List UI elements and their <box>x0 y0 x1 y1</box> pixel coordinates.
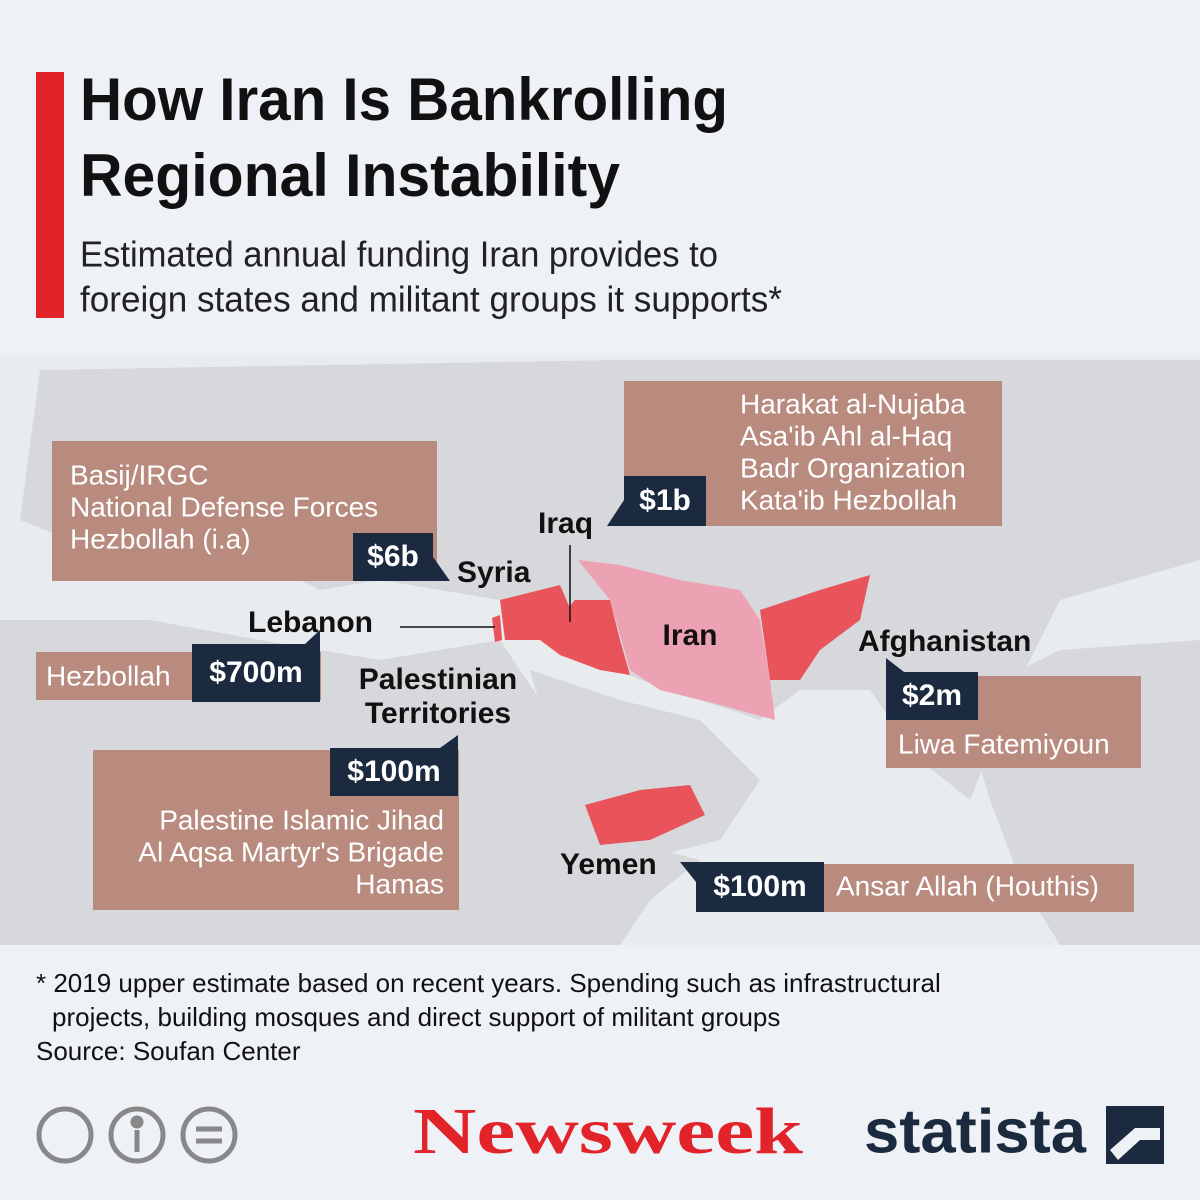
by-head <box>130 1115 144 1129</box>
group-name: Asa'ib Ahl al-Haq <box>740 420 952 451</box>
tag-pointer <box>433 557 450 581</box>
country-label-line: Palestinian <box>359 663 517 696</box>
amount: $100m <box>347 755 440 788</box>
amount: $700m <box>209 656 302 689</box>
country-label: Afghanistan <box>858 625 1031 658</box>
statista-swoosh <box>1110 1128 1160 1160</box>
title-line: Regional Instability <box>80 142 621 209</box>
title-line: How Iran Is Bankrolling <box>80 66 728 133</box>
footnote-line: projects, building mosques and direct su… <box>52 1002 780 1032</box>
country-label-line: Territories <box>365 697 511 730</box>
tag-pointer <box>440 735 458 748</box>
statista-icon <box>1106 1106 1164 1164</box>
group-name: Al Aqsa Martyr's Brigade <box>138 836 444 867</box>
accent-bar <box>36 72 64 318</box>
group-name: Harakat al-Nujaba <box>740 388 966 419</box>
tag-pointer <box>305 630 320 644</box>
group-name: Palestine Islamic Jihad <box>159 804 444 835</box>
country-iraq <box>540 600 630 675</box>
group-name: Ansar Allah (Houthis) <box>836 870 1099 901</box>
country-label: Iraq <box>538 507 593 540</box>
amount-tag <box>330 748 458 796</box>
group-name: Badr Organization <box>740 452 966 483</box>
tag-pointer <box>680 862 696 882</box>
country-label: Syria <box>457 556 531 589</box>
group-name: Liwa Fatemiyoun <box>898 728 1110 759</box>
amount: $100m <box>713 870 806 903</box>
amount-tag <box>886 672 978 720</box>
footnote-line: * 2019 upper estimate based on recent ye… <box>36 968 941 998</box>
license-icons <box>36 1106 238 1164</box>
source: Source: Soufan Center <box>36 1036 301 1066</box>
tag-pointer <box>886 658 904 672</box>
tag-pointer <box>607 500 624 526</box>
country-afghanistan <box>760 575 870 680</box>
amount: $1b <box>639 484 691 517</box>
group-name: Basij/IRGC <box>70 459 208 490</box>
amount-tag <box>353 533 433 581</box>
group-name: National Defense Forces <box>70 491 378 522</box>
country-label: Palestinian Territories <box>359 663 517 730</box>
nd-icon <box>180 1106 238 1164</box>
group-name: Kata'ib Hezbollah <box>740 484 957 515</box>
subtitle-line: Estimated annual funding Iran provides t… <box>80 234 718 275</box>
group-name: Hezbollah <box>46 660 171 691</box>
newsweek-logo: Newsweek <box>413 1095 803 1168</box>
amount-tag <box>624 476 706 526</box>
amount-tag <box>696 862 824 912</box>
country-label: Lebanon <box>248 606 373 639</box>
by-icon <box>108 1106 166 1164</box>
statista-logo: statista <box>864 1097 1087 1166</box>
country-label: Yemen <box>560 848 657 881</box>
subtitle-line: foreign states and militant groups it su… <box>80 279 782 320</box>
country-label: Iran <box>662 619 717 652</box>
country-lebanon <box>492 615 502 642</box>
country-yemen <box>585 785 705 845</box>
cc-icon <box>36 1106 94 1164</box>
country-iran <box>578 560 775 720</box>
amount-tag <box>192 644 320 702</box>
group-name: Hamas <box>355 868 444 899</box>
amount: $6b <box>367 540 419 573</box>
group-name: Hezbollah (i.a) <box>70 523 251 554</box>
amount: $2m <box>902 679 962 712</box>
